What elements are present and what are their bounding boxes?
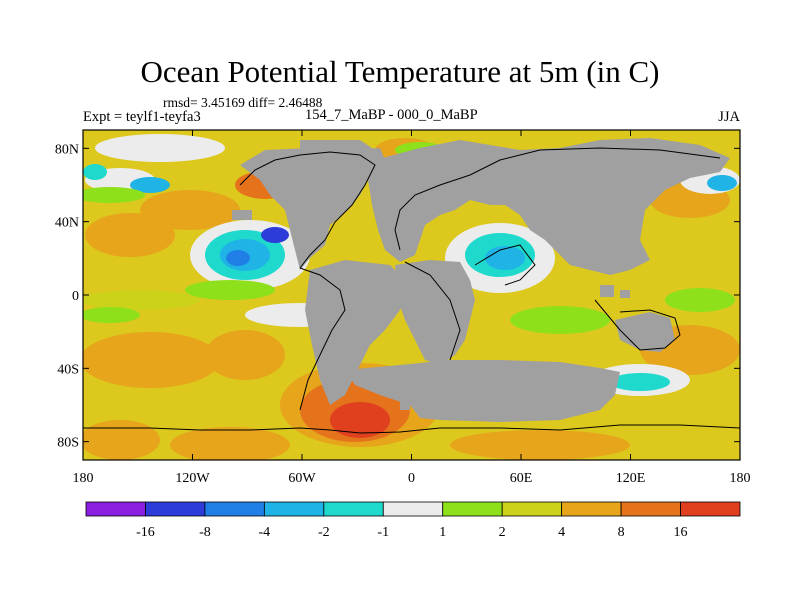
period-label: 154_7_MaBP - 000_0_MaBP [305, 107, 478, 123]
experiment-label: Expt = teylf1-teyfa3 [83, 109, 201, 125]
longitude-axis: 180 120W 60W 0 60E 120E 180 [73, 130, 751, 486]
colorbar: -16 -8 -4 -2 -1 1 2 4 8 16 [85, 501, 741, 540]
lat-tick-label: 80N [55, 142, 79, 157]
lat-tick-label: 0 [72, 289, 79, 304]
latitude-axis: 80N 40N 0 40S 80S [55, 142, 740, 451]
lon-tick-label: 120W [175, 471, 210, 486]
lat-tick-label: 40N [55, 216, 79, 231]
stats-line: rmsd= 3.45169 diff= 2.46488 [163, 95, 323, 110]
cool-anomaly-regions [83, 134, 740, 396]
colorbar-label: -8 [199, 525, 211, 540]
colorbar-label: 16 [674, 525, 688, 540]
colorbar-label: 1 [439, 525, 446, 540]
colorbar-label: -1 [377, 525, 389, 540]
colorbar-swatch [680, 501, 741, 517]
lon-tick-label: 60E [510, 471, 533, 486]
colorbar-swatch [263, 501, 325, 517]
colorbar-label: 4 [558, 525, 565, 540]
lon-tick-label: 180 [73, 471, 94, 486]
lon-tick-label: 0 [408, 471, 415, 486]
warm-anomaly-regions [83, 138, 740, 460]
lon-tick-label: 60W [288, 471, 316, 486]
colorbar-swatch [620, 501, 681, 517]
map-field [83, 130, 740, 460]
colorbar-swatch [204, 501, 265, 517]
lat-tick-label: 80S [57, 436, 79, 451]
colorbar-label: -16 [136, 525, 155, 540]
mild-anomaly-regions [83, 142, 735, 388]
colorbar-swatch [382, 501, 444, 517]
land-mass [232, 138, 730, 422]
colorbar-swatch [561, 501, 622, 517]
colorbar-label: -2 [318, 525, 330, 540]
lon-tick-label: 180 [730, 471, 751, 486]
colorbar-label: -4 [259, 525, 271, 540]
colorbar-label: 8 [618, 525, 625, 540]
colorbar-swatch [85, 501, 146, 517]
colorbar-swatch [501, 501, 563, 517]
coastlines [83, 147, 740, 434]
colorbar-swatch [442, 501, 503, 517]
colorbar-swatch [145, 501, 206, 517]
lat-tick-label: 40S [57, 362, 79, 377]
colorbar-label: 2 [499, 525, 506, 540]
season-label: JJA [718, 109, 740, 125]
colorbar-swatch [323, 501, 384, 517]
lon-tick-label: 120E [616, 471, 646, 486]
map-title: Ocean Potential Temperature at 5m (in C) [140, 54, 660, 89]
